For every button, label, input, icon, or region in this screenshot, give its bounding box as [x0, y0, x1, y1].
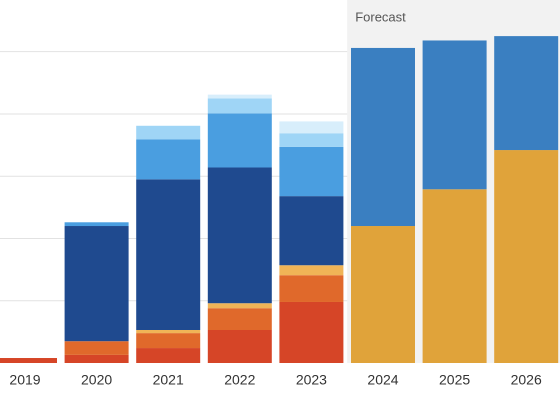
bar-segment [64, 354, 129, 363]
x-tick-label: 2019 [9, 372, 40, 388]
bar-segment [136, 348, 201, 363]
bar-segment [64, 341, 129, 355]
x-tick-label: 2021 [153, 372, 184, 388]
bar-segment [136, 179, 201, 330]
bar-segment [64, 222, 129, 227]
x-tick-label: 2022 [224, 372, 255, 388]
bar-segment [279, 196, 344, 266]
bar-segment [207, 167, 272, 304]
bar-segment [207, 330, 272, 363]
bar-segment [494, 150, 559, 363]
bar-segment [207, 303, 272, 309]
bar-segment [351, 47, 415, 227]
bar-segment [422, 40, 487, 190]
bar-segment [136, 139, 201, 180]
x-tick-label: 2025 [439, 372, 470, 388]
bar-segment [279, 121, 344, 134]
bar-segment [207, 94, 272, 99]
bar-segment [136, 333, 201, 349]
bar-segment [207, 98, 272, 114]
x-tick-label: 2023 [296, 372, 327, 388]
forecast-label: Forecast [355, 9, 406, 24]
bar-segment [279, 133, 344, 147]
bar-segment [64, 226, 129, 342]
bar-segment [494, 36, 559, 151]
bar-segment [0, 358, 57, 363]
bar-segment [279, 265, 344, 276]
x-tick-label: 2026 [511, 372, 542, 388]
bar-segment [279, 275, 344, 302]
bar-segment [351, 226, 415, 363]
bar-segment [136, 125, 201, 140]
bar-segment [207, 113, 272, 168]
bar-segment [279, 146, 344, 197]
bar-segment [279, 301, 344, 363]
x-tick-label: 2024 [367, 372, 398, 388]
bar-segment [422, 189, 487, 363]
bar-segment [136, 330, 201, 334]
x-tick-label: 2020 [81, 372, 112, 388]
bar-segment [207, 308, 272, 330]
